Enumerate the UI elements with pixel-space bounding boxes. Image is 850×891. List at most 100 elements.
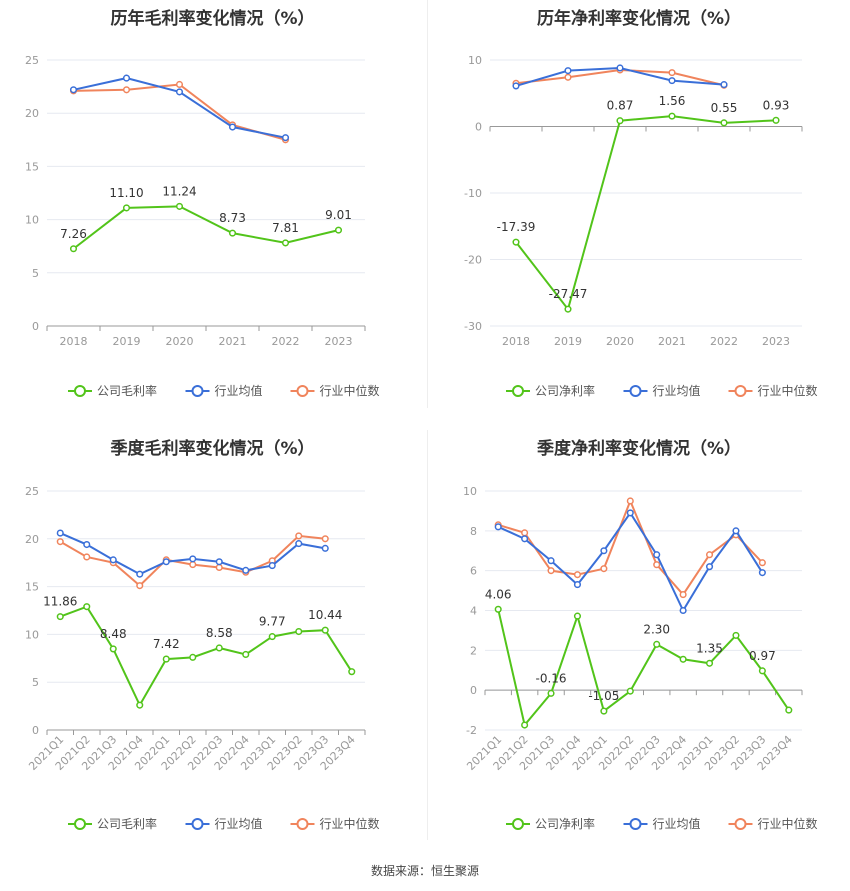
y-tick-label: 15 bbox=[25, 581, 39, 594]
legend-marker-industry_avg bbox=[629, 818, 642, 830]
y-tick-label: -2 bbox=[466, 724, 477, 737]
data-point-industry_avg bbox=[136, 570, 144, 578]
data-point-industry_median bbox=[679, 591, 687, 599]
data-label: 1.56 bbox=[659, 94, 686, 108]
data-point-industry_avg bbox=[653, 551, 661, 559]
y-tick-label: 25 bbox=[25, 485, 39, 498]
data-point-industry_avg bbox=[494, 523, 502, 531]
data-point-company bbox=[321, 626, 329, 634]
data-point-company bbox=[494, 605, 502, 613]
legend-label-company: 公司净利率 bbox=[535, 383, 595, 398]
data-point-industry_avg bbox=[521, 535, 529, 543]
data-point-industry_median bbox=[321, 535, 329, 543]
x-tick-label: 2018 bbox=[60, 335, 88, 348]
y-tick-label: 8 bbox=[470, 525, 477, 538]
data-point-company bbox=[720, 119, 728, 127]
y-tick-label: 20 bbox=[25, 533, 39, 546]
chart-panel-annual-net: 历年净利率变化情况（%） -30 -20 -10 0 10 2018 2019 2020 202… bbox=[428, 0, 850, 410]
chart-annual-gross: 0 5 10 15 20 25 2018 2019 2020 2021 2022 2023 7.26 11… bbox=[25, 54, 380, 398]
data-point-industry_avg bbox=[705, 563, 714, 571]
data-label: -27.47 bbox=[549, 287, 588, 301]
legend-marker-company bbox=[74, 818, 86, 830]
legend-label-industry_avg: 行业均值 bbox=[215, 816, 263, 831]
legend-marker-industry_median bbox=[296, 385, 309, 397]
data-point-company bbox=[705, 659, 714, 667]
x-tick-label: 2019 bbox=[554, 335, 582, 348]
data-point-company bbox=[242, 650, 250, 659]
chart-annual-net: -30 -20 -10 0 10 2018 2019 2020 2021 2022 2023 -17.… bbox=[464, 54, 817, 398]
data-point-industry_avg bbox=[175, 88, 184, 96]
legend-label-industry_median: 行业中位数 bbox=[320, 383, 380, 398]
divider-vertical-top bbox=[427, 0, 428, 408]
data-point-industry_avg bbox=[321, 544, 329, 552]
data-point-industry_avg bbox=[758, 569, 766, 577]
legend-label-industry_avg: 行业均值 bbox=[653, 816, 701, 831]
data-point-industry_median bbox=[175, 80, 184, 89]
data-point-industry_median bbox=[573, 571, 582, 579]
data-point-company bbox=[512, 238, 520, 246]
data-point-company bbox=[109, 645, 117, 653]
data-point-industry_median bbox=[705, 551, 714, 559]
data-point-industry_avg bbox=[281, 134, 290, 142]
data-point-industry_avg bbox=[189, 555, 197, 563]
data-point-industry_avg bbox=[512, 82, 520, 90]
data-point-industry_avg bbox=[122, 74, 131, 82]
data-point-company bbox=[573, 612, 582, 620]
legend-marker-company bbox=[512, 385, 524, 397]
data-point-industry_median bbox=[564, 73, 572, 81]
data-point-company bbox=[162, 655, 170, 663]
data-label: -0.16 bbox=[536, 671, 567, 685]
y-tick-label: 10 bbox=[25, 214, 39, 227]
chart-quarterly-gross: 05101520252021Q12021Q22021Q32021Q42022Q1… bbox=[25, 485, 380, 831]
data-point-industry_avg bbox=[668, 77, 676, 85]
data-point-industry_avg bbox=[547, 557, 555, 565]
data-point-industry_median bbox=[521, 529, 529, 537]
series-line-company bbox=[59, 605, 353, 708]
data-point-company bbox=[547, 689, 555, 697]
y-tick-label: 10 bbox=[463, 485, 477, 498]
data-label: 8.58 bbox=[206, 626, 233, 640]
legend-label-industry_avg: 行业均值 bbox=[653, 383, 701, 398]
data-point-company bbox=[600, 707, 608, 715]
data-point-industry_avg bbox=[600, 547, 608, 555]
y-tick-label: 25 bbox=[25, 54, 39, 67]
data-label: 7.26 bbox=[60, 227, 87, 241]
data-point-industry_avg bbox=[215, 558, 223, 566]
data-point-industry_median bbox=[653, 561, 661, 569]
x-tick-label: 2021 bbox=[219, 335, 247, 348]
data-point-company bbox=[69, 245, 78, 253]
data-point-industry_avg bbox=[109, 556, 117, 564]
data-point-company bbox=[83, 603, 91, 611]
legend-label-industry_avg: 行业均值 bbox=[215, 383, 263, 398]
data-label: 8.48 bbox=[100, 627, 127, 641]
data-label: 9.01 bbox=[325, 208, 352, 222]
data-point-company bbox=[785, 706, 793, 714]
data-point-industry_avg bbox=[69, 86, 78, 94]
y-tick-label: -20 bbox=[464, 254, 482, 267]
series-line-company bbox=[72, 205, 339, 250]
data-label: 11.24 bbox=[162, 184, 196, 198]
data-label: 9.77 bbox=[259, 615, 286, 629]
x-tick-label: 2020 bbox=[166, 335, 194, 348]
y-tick-label: 4 bbox=[470, 605, 477, 618]
data-point-industry_median bbox=[215, 563, 223, 572]
chart-panel-annual-gross: 历年毛利率变化情况（%） 0 5 10 15 20 25 2018 2019 2020 2021 2… bbox=[0, 0, 425, 410]
data-label: 11.86 bbox=[43, 595, 77, 609]
legend-marker-industry_median bbox=[296, 818, 309, 830]
legend-marker-industry_avg bbox=[191, 385, 204, 397]
data-label: 7.42 bbox=[153, 637, 180, 651]
data-label: 8.73 bbox=[219, 211, 246, 225]
data-point-industry_median bbox=[83, 553, 91, 561]
data-point-company bbox=[521, 721, 529, 729]
data-label: 1.35 bbox=[696, 641, 723, 655]
x-tick-label: 2020 bbox=[606, 335, 634, 348]
y-tick-label: 10 bbox=[468, 54, 482, 67]
y-tick-label: 5 bbox=[32, 267, 39, 280]
chart-title: 历年毛利率变化情况（%） bbox=[110, 9, 315, 29]
data-point-industry_avg bbox=[83, 540, 91, 549]
y-tick-label: 15 bbox=[25, 160, 39, 173]
data-point-industry_avg bbox=[228, 123, 237, 131]
y-tick-label: 0 bbox=[470, 684, 477, 697]
x-tick-label: 2023 bbox=[325, 335, 353, 348]
legend-marker-industry_avg bbox=[629, 385, 642, 397]
